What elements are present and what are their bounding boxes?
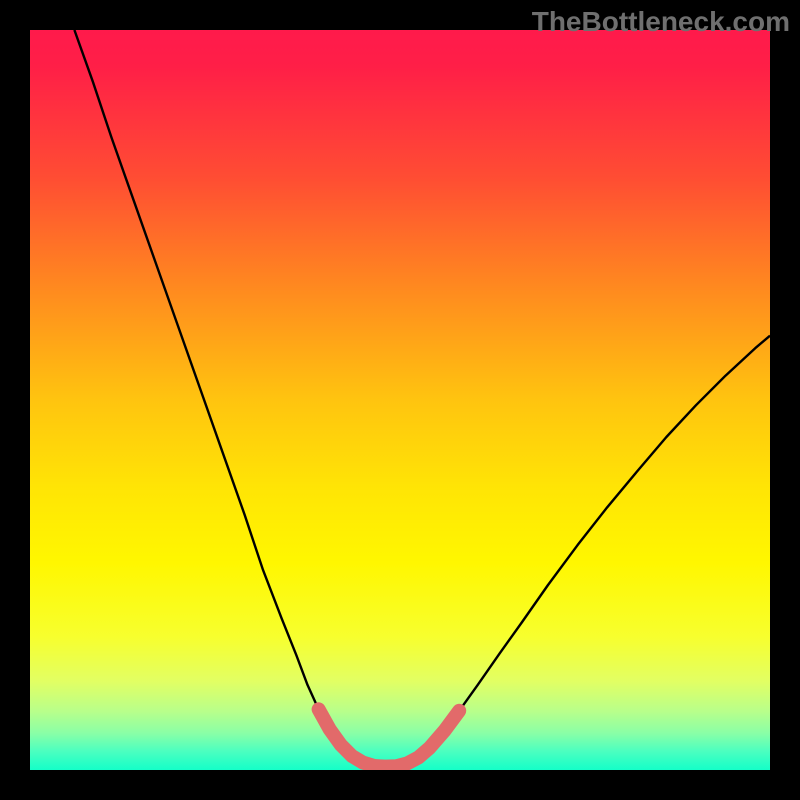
chart-svg (30, 30, 770, 770)
plot-area (30, 30, 770, 770)
watermark-label: TheBottleneck.com (532, 6, 790, 38)
chart-frame: TheBottleneck.com (0, 0, 800, 800)
gradient-background (30, 30, 770, 770)
